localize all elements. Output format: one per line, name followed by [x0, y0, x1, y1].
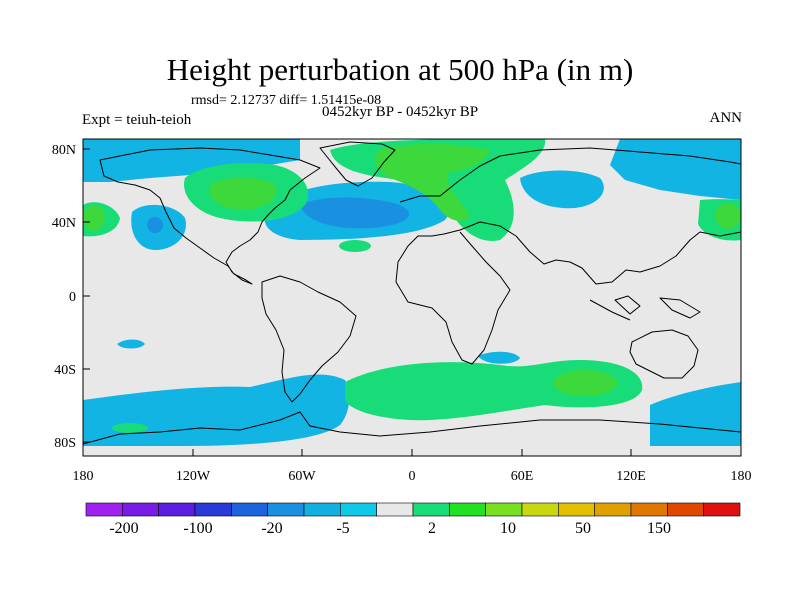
- colorbar-swatch: [558, 502, 595, 517]
- period-label: 0452kyr BP - 0452kyr BP: [321, 104, 479, 120]
- colorbar-swatch: [122, 502, 159, 517]
- colorbar-label: 50: [575, 520, 591, 537]
- lat-label: 40S: [54, 363, 76, 378]
- antarctica-coast: [83, 411, 741, 445]
- colorbar-swatch: [449, 502, 486, 517]
- colorbar-label: -5: [336, 520, 349, 537]
- lon-tick-labels: 180 120W 60W 0 60E 120E 180: [73, 469, 752, 484]
- south-america-coast: [261, 275, 357, 403]
- colorbar-label: 10: [500, 520, 516, 537]
- colorbar-swatch: [485, 502, 523, 517]
- colorbar-label: 150: [647, 520, 671, 537]
- colorbar-label: -20: [261, 520, 282, 537]
- colorbar-swatch: [376, 502, 414, 517]
- colorbar-label: 2: [428, 520, 436, 537]
- negative-anomaly-regions: [83, 139, 741, 446]
- chart-title: Height perturbation at 500 hPa (in m): [166, 52, 634, 87]
- colorbar-swatch: [521, 502, 559, 517]
- colorbar-swatch: [703, 502, 741, 517]
- lon-label: 120W: [176, 469, 211, 484]
- colorbar: [85, 502, 741, 517]
- lon-label: 60W: [288, 469, 316, 484]
- map-panel: [83, 139, 741, 456]
- colorbar-labels: -200 -100 -20 -5 2 10 50 150: [109, 520, 671, 537]
- strong-negative-region: [147, 197, 409, 233]
- colorbar-swatch: [85, 502, 123, 517]
- season-label: ANN: [709, 110, 743, 126]
- colorbar-swatch: [667, 502, 704, 517]
- lat-label: 80N: [52, 143, 76, 158]
- maritime-islands: [589, 295, 701, 321]
- eurasia-africa-coast: [395, 147, 741, 365]
- coastlines: [83, 141, 741, 445]
- colorbar-swatch: [158, 502, 196, 517]
- lat-label: 80S: [54, 436, 76, 451]
- lon-label: 180: [73, 469, 94, 484]
- colorbar-swatch: [340, 502, 377, 517]
- colorbar-swatch: [594, 502, 632, 517]
- lon-label: 120E: [616, 469, 646, 484]
- colorbar-swatch: [194, 502, 232, 517]
- lat-label: 40N: [52, 216, 76, 231]
- colorbar-swatch: [231, 502, 268, 517]
- lon-label: 60E: [511, 469, 534, 484]
- colorbar-swatch: [303, 502, 341, 517]
- colorbar-swatch: [412, 502, 450, 517]
- lon-label: 0: [409, 469, 416, 484]
- lon-ticks: [82, 449, 742, 456]
- colorbar-swatch: [630, 502, 668, 517]
- colorbar-swatch: [267, 502, 305, 517]
- north-america-coast: [99, 147, 321, 285]
- greenland-coast: [319, 141, 396, 187]
- lat-tick-labels: 80N 40N 0 40S 80S: [52, 143, 76, 451]
- australia-coast: [629, 329, 699, 379]
- lon-label: 180: [731, 469, 752, 484]
- rmsd-stats: rmsd= 2.12737 diff= 1.51415e-08: [191, 93, 382, 108]
- experiment-label: Expt = teiuh-teioh: [82, 112, 192, 128]
- strong-positive-region: [83, 144, 741, 396]
- lat-label: 0: [69, 290, 76, 305]
- colorbar-label: -100: [183, 520, 212, 537]
- colorbar-label: -200: [109, 520, 138, 537]
- lat-ticks: [83, 148, 90, 443]
